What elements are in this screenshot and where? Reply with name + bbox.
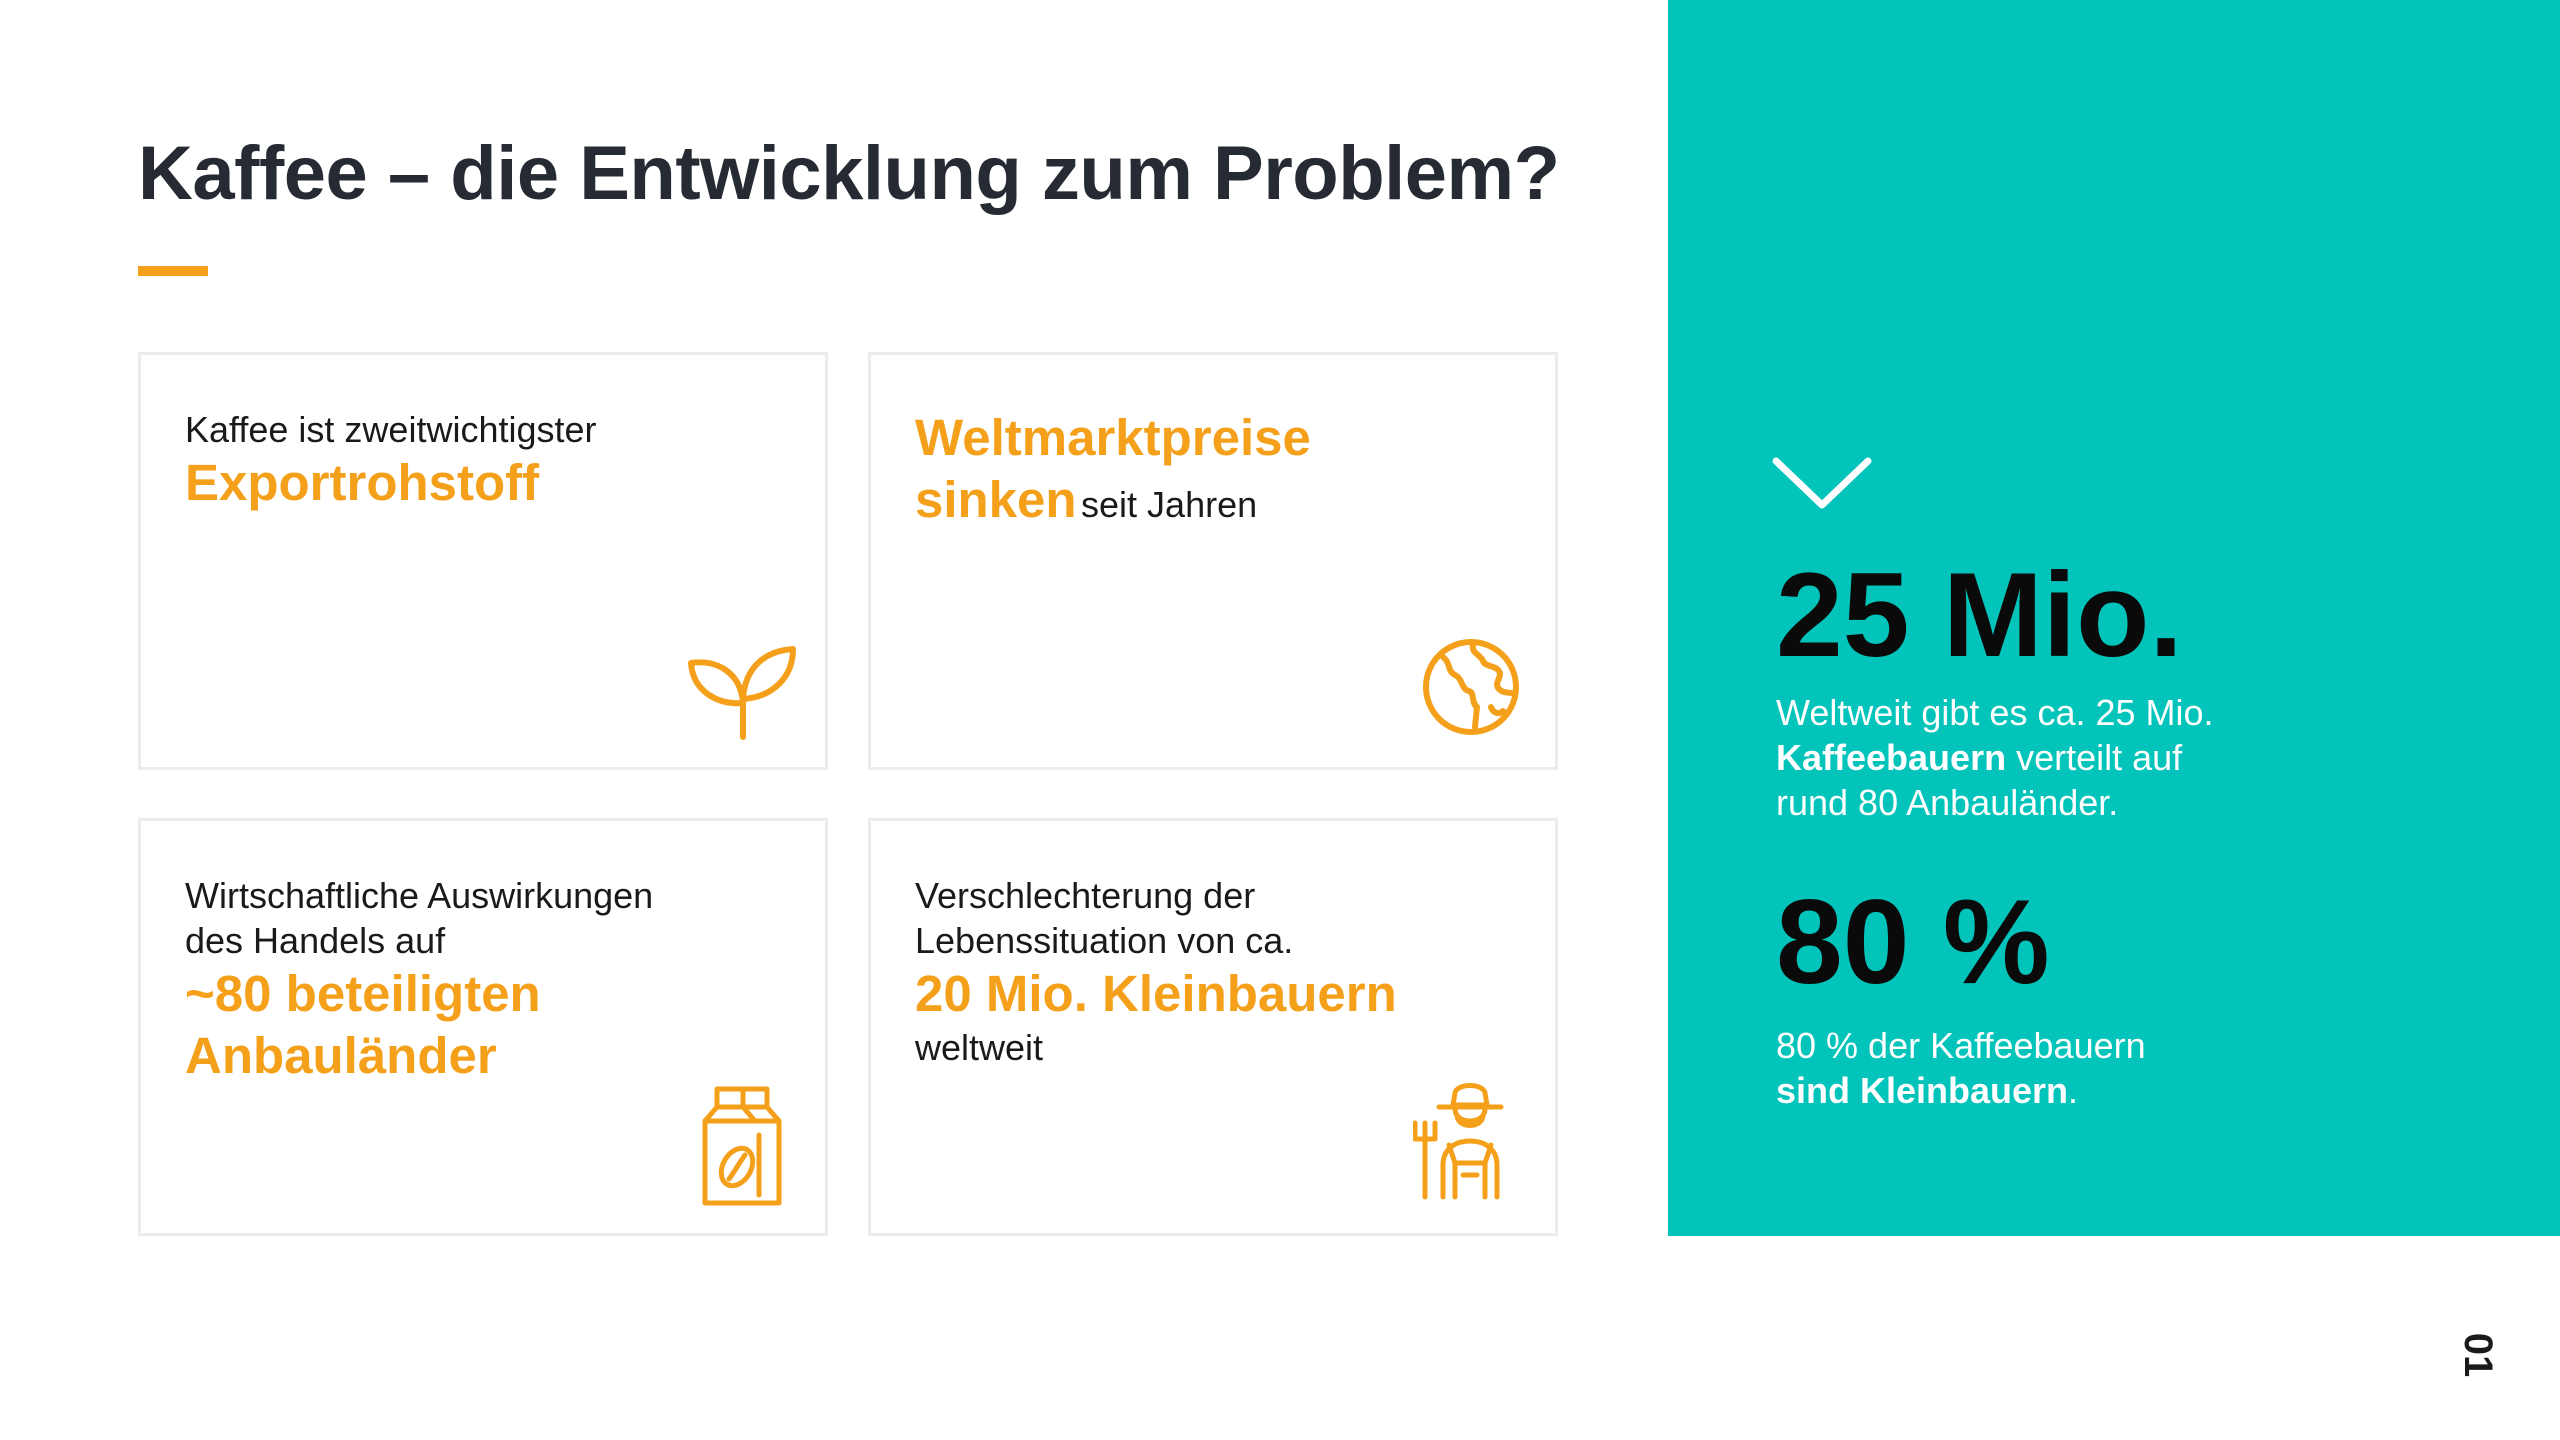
desc-bold-text: Kaffeebauern	[1776, 737, 2007, 778]
stat-farmers-count: 25 Mio.	[1776, 548, 2183, 682]
chevron-down-icon	[1772, 457, 1872, 509]
card-highlight-text-line2: sinken	[915, 471, 1077, 528]
card-text: Weltmarktpreise sinken seit Jahren	[915, 407, 1525, 531]
coffee-bag-icon	[702, 1086, 782, 1206]
card-kleinbauern: Verschlechterung der Lebenssituation von…	[868, 818, 1558, 1236]
card-text: Verschlechterung der Lebenssituation von…	[915, 873, 1525, 1070]
card-small-text: Kaffee ist zweitwichtigster	[185, 409, 597, 450]
card-text: Wirtschaftliche Auswirkungen des Handels…	[185, 873, 795, 1087]
plant-sprout-icon	[688, 646, 796, 740]
stat-smallholder-description: 80 % der Kaffeebauern sind Kleinbauern.	[1776, 1023, 2336, 1113]
card-highlight-text: 20 Mio. Kleinbauern	[915, 965, 1397, 1022]
card-weltmarktpreise: Weltmarktpreise sinken seit Jahren	[868, 352, 1558, 770]
card-highlight-text: Exportrohstoff	[185, 454, 540, 511]
card-small-text-after: weltweit	[915, 1027, 1044, 1068]
page-number: 01	[2456, 1332, 2500, 1378]
desc-text: rund 80 Anbauländer.	[1776, 782, 2119, 823]
card-exportrohstoff: Kaffee ist zweitwichtigster Exportrohsto…	[138, 352, 828, 770]
card-highlight-text-line2: Anbauländer	[185, 1027, 497, 1084]
card-text: Kaffee ist zweitwichtigster Exportrohsto…	[185, 407, 795, 514]
globe-icon	[1423, 639, 1519, 735]
card-highlight-text-line1: Weltmarktpreise	[915, 409, 1311, 466]
card-anbaulaender: Wirtschaftliche Auswirkungen des Handels…	[138, 818, 828, 1236]
card-small-text-line1: Wirtschaftliche Auswirkungen	[185, 875, 654, 916]
desc-text: verteilt auf	[2006, 737, 2183, 778]
stat-farmers-description: Weltweit gibt es ca. 25 Mio. Kaffeebauer…	[1776, 690, 2336, 825]
card-small-text: seit Jahren	[1081, 484, 1258, 525]
farmer-icon	[1413, 1083, 1504, 1200]
desc-text: Weltweit gibt es ca. 25 Mio.	[1776, 692, 2214, 733]
stats-panel: 25 Mio. Weltweit gibt es ca. 25 Mio. Kaf…	[1668, 0, 2560, 1236]
desc-text: 80 % der Kaffeebauern	[1776, 1025, 2146, 1066]
desc-bold-text: sind Kleinbauern	[1776, 1070, 2069, 1111]
desc-text: .	[2068, 1070, 2079, 1111]
card-highlight-text-line1: ~80 beteiligten	[185, 965, 541, 1022]
title-accent-bar	[138, 266, 208, 276]
stat-smallholder-percent: 80 %	[1776, 875, 2050, 1009]
card-small-text-line1: Verschlechterung der	[915, 875, 1256, 916]
card-small-text-line2: Lebenssituation von ca.	[915, 920, 1294, 961]
card-small-text-line2: des Handels auf	[185, 920, 446, 961]
slide-title: Kaffee – die Entwicklung zum Problem?	[138, 131, 1560, 216]
